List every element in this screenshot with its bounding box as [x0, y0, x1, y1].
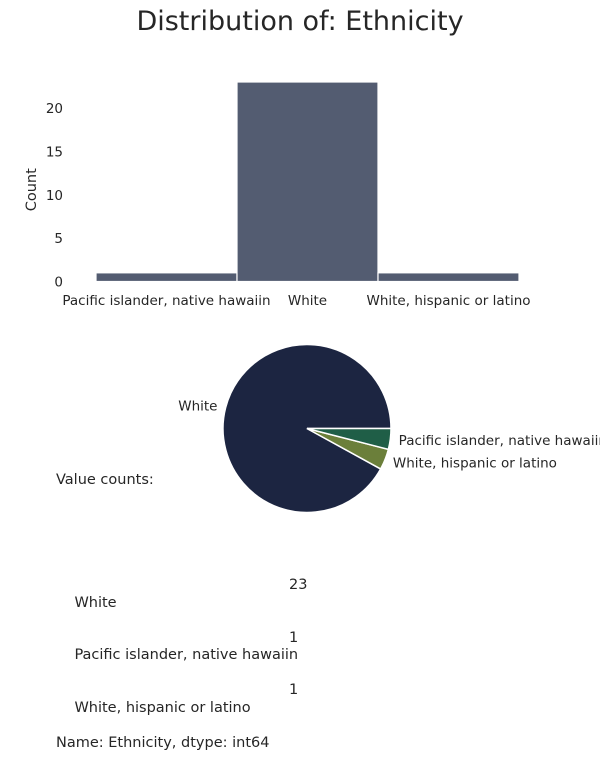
pie-label: White — [178, 399, 217, 415]
value-counts-row: White, hispanic or latino 1 — [56, 682, 299, 716]
pie-slice — [306, 427, 392, 451]
value-counts-count: 1 — [289, 682, 299, 698]
value-counts-label: White — [74, 594, 117, 611]
y-tick-label: 15 — [46, 144, 63, 160]
x-tick-label: Pacific islander, native hawaiin — [62, 293, 270, 309]
pie-chart: White White, hispanic or latino Pacific is… — [178, 343, 600, 514]
value-counts-label: White, hispanic or latino — [74, 699, 251, 716]
chart-title: Distribution of: Ethnicity — [136, 6, 464, 37]
value-counts-header: Value counts: — [56, 472, 154, 488]
value-counts-count: 1 — [289, 629, 299, 646]
bar — [95, 272, 238, 283]
y-tick-label: 20 — [46, 101, 63, 117]
value-counts-text: Value counts: White 23 Pacific islander,… — [56, 437, 307, 770]
y-axis-label: Count — [24, 168, 40, 211]
value-counts-spacer — [56, 525, 298, 543]
value-counts-row: White 23 — [56, 577, 307, 611]
y-tick-label: 5 — [54, 231, 63, 247]
bar — [377, 272, 520, 283]
y-tick-label: 0 — [54, 275, 63, 291]
bar-chart: Pacific islander, native hawaiin White Whi… — [24, 81, 531, 309]
value-counts-row: Pacific islander, native hawaiin 1 — [56, 629, 299, 664]
bar — [236, 81, 379, 283]
value-counts-label: Pacific islander, native hawaiin — [74, 647, 299, 663]
y-tick-label: 10 — [46, 188, 63, 204]
x-tick-label: White, hispanic or latino — [366, 293, 530, 309]
pie-label: Pacific islander, native hawaiin — [399, 433, 600, 449]
pie-label: White, hispanic or latino — [393, 456, 557, 472]
value-counts-footer: Name: Ethnicity, dtype: int64 — [56, 734, 270, 751]
x-tick-label: White — [288, 293, 327, 309]
value-counts-count: 23 — [289, 577, 308, 593]
chart-canvas: Pacific islander, native hawaiin White Whi… — [24, 81, 600, 514]
